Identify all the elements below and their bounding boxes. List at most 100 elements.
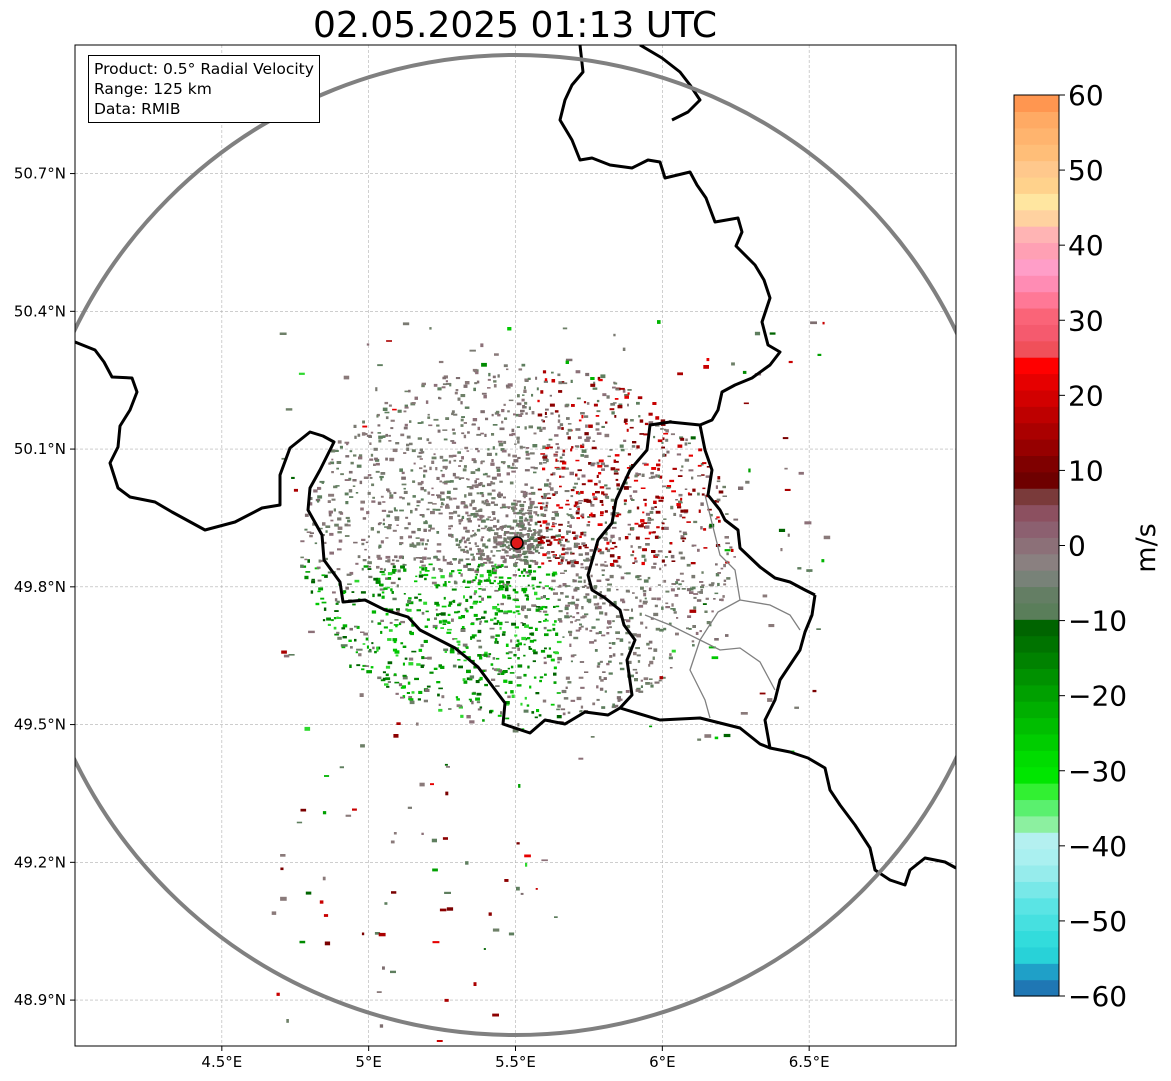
echo-pixel (556, 692, 561, 694)
echo-pixel (680, 509, 684, 513)
echo-pixel (569, 615, 573, 618)
echo-pixel (645, 525, 650, 529)
echo-pixel (488, 653, 492, 656)
echo-pixel (660, 496, 664, 500)
echo-pixel (497, 493, 501, 497)
echo-pixel (495, 466, 501, 469)
echo-pixel (810, 321, 817, 325)
echo-pixel (332, 591, 336, 594)
echo-pixel (517, 664, 523, 668)
echo-pixel (494, 589, 499, 592)
info-product: Product: 0.5° Radial Velocity (94, 60, 314, 78)
echo-pixel (491, 459, 494, 463)
echo-pixel (390, 427, 394, 430)
echo-pixel (388, 524, 392, 527)
echo-pixel (368, 565, 372, 568)
echo-pixel (511, 647, 517, 649)
echo-pixel (509, 433, 514, 437)
echo-pixel (525, 862, 528, 867)
echo-pixel (684, 488, 688, 490)
echo-pixel (512, 574, 517, 577)
echo-pixel (566, 547, 572, 551)
echo-pixel (578, 627, 582, 630)
echo-pixel (641, 473, 645, 477)
echo-pixel (406, 608, 412, 612)
echo-pixel (458, 546, 462, 549)
echo-pixel (604, 433, 610, 438)
echo-pixel (637, 578, 642, 581)
echo-pixel (516, 531, 519, 535)
echo-pixel (468, 492, 473, 496)
echo-pixel (314, 542, 318, 545)
echo-pixel (448, 525, 453, 528)
echo-pixel (784, 467, 788, 470)
echo-pixel (678, 551, 683, 555)
echo-pixel (538, 529, 543, 533)
echo-pixel (401, 685, 406, 689)
echo-pixel (500, 564, 504, 568)
echo-pixel (703, 365, 709, 369)
echo-pixel (632, 668, 638, 671)
echo-pixel (536, 426, 542, 430)
echo-pixel (659, 676, 664, 680)
echo-pixel (556, 640, 562, 644)
radar-site-marker[interactable] (510, 536, 524, 550)
echo-pixel (682, 531, 687, 534)
echo-pixel (601, 425, 605, 428)
echo-pixel (448, 708, 452, 710)
echo-pixel (516, 639, 520, 642)
echo-pixel (453, 510, 458, 514)
echo-pixel (368, 575, 373, 579)
echo-pixel (304, 513, 309, 517)
echo-pixel (542, 456, 548, 459)
echo-pixel (385, 537, 389, 539)
echo-pixel (566, 513, 569, 515)
echo-pixel (313, 489, 318, 493)
echo-pixel (271, 911, 277, 915)
echo-pixel (368, 556, 371, 559)
echo-pixel (615, 631, 620, 634)
echo-pixel (540, 607, 544, 610)
echo-pixel (721, 598, 724, 602)
echo-pixel (302, 565, 307, 568)
echo-pixel (311, 578, 315, 581)
echo-pixel (393, 507, 396, 510)
echo-pixel (562, 461, 567, 465)
echo-pixel (639, 419, 644, 423)
echo-pixel (640, 621, 644, 625)
echo-pixel (676, 617, 679, 619)
echo-pixel (525, 512, 529, 514)
echo-pixel (637, 546, 642, 549)
echo-pixel (609, 574, 614, 579)
echo-pixel (555, 534, 560, 538)
echo-pixel (605, 531, 608, 536)
echo-pixel (577, 436, 582, 439)
echo-pixel (491, 529, 495, 532)
echo-pixel (657, 467, 660, 471)
echo-pixel (675, 499, 678, 501)
echo-pixel (354, 638, 357, 642)
colorbar-swatch (1014, 176, 1059, 194)
echo-pixel (527, 548, 531, 551)
echo-pixel (457, 514, 461, 517)
echo-pixel (326, 617, 331, 621)
echo-pixel (706, 358, 710, 362)
echo-pixel (632, 550, 635, 553)
echo-pixel (325, 530, 328, 533)
echo-pixel (444, 763, 448, 766)
echo-pixel (481, 654, 485, 656)
echo-pixel (507, 410, 510, 413)
echo-pixel (604, 494, 607, 498)
echo-pixel (612, 703, 615, 707)
echo-pixel (630, 545, 633, 548)
echo-pixel (569, 551, 573, 554)
echo-pixel (405, 516, 409, 519)
echo-pixel (686, 627, 689, 630)
echo-pixel (422, 556, 427, 560)
echo-pixel (542, 699, 547, 703)
echo-pixel (474, 382, 478, 385)
echo-pixel (505, 701, 510, 705)
echo-pixel (419, 458, 423, 460)
echo-pixel (622, 389, 626, 393)
echo-pixel (725, 634, 729, 637)
